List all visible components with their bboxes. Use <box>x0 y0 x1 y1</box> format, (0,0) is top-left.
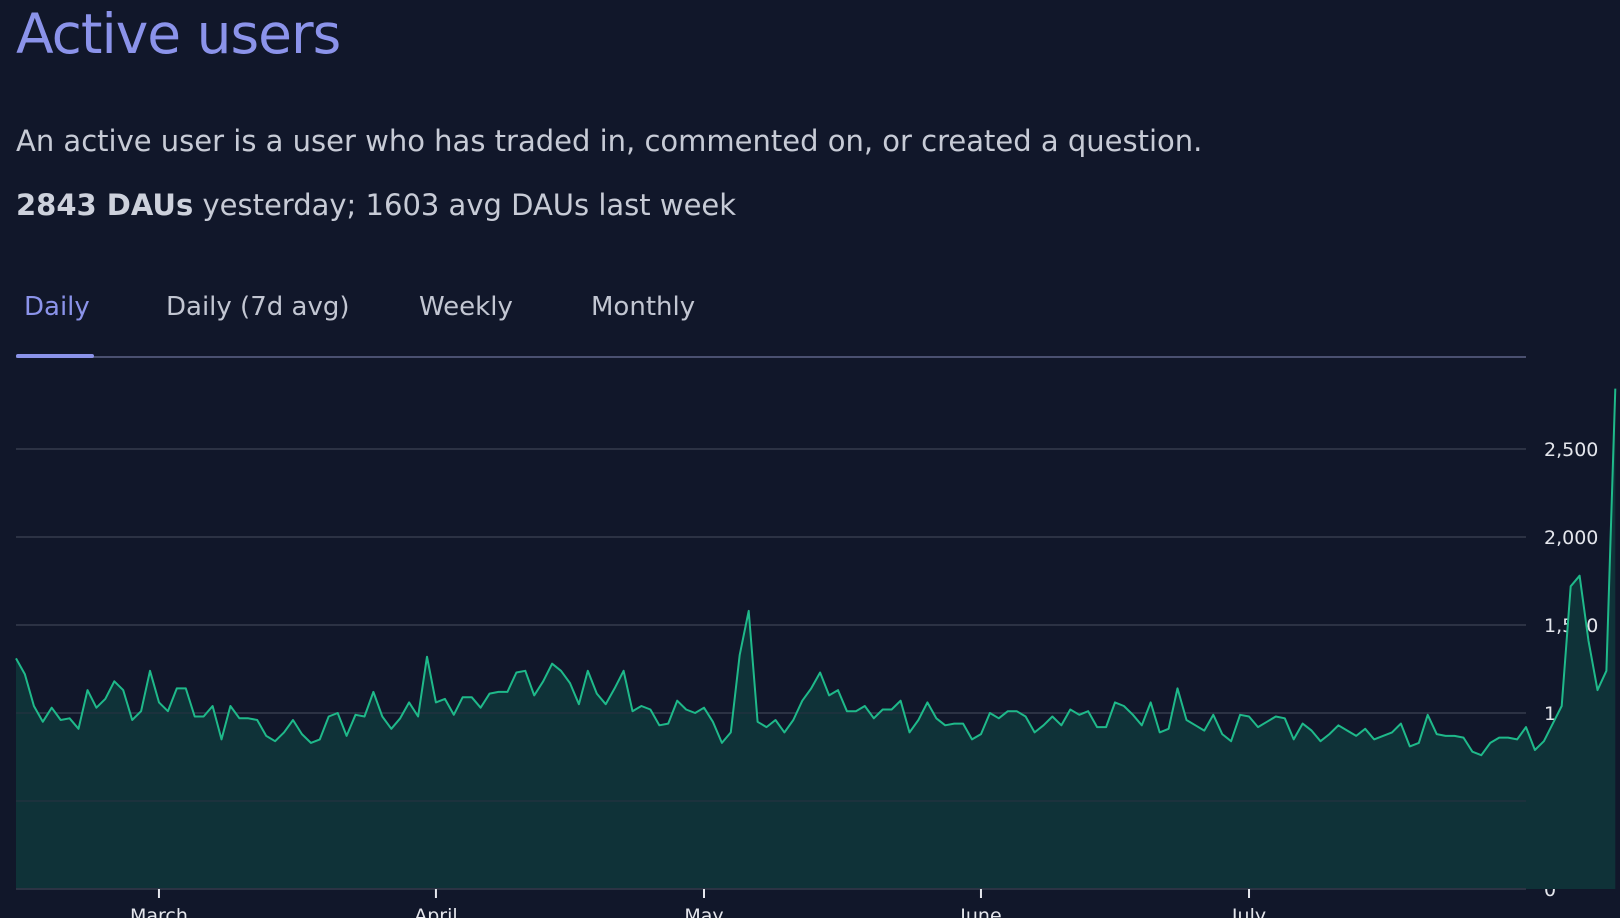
x-tick-label: June <box>959 905 1001 918</box>
dau-stats: 2843 DAUs yesterday; 1603 avg DAUs last … <box>16 188 736 222</box>
y-tick-label: 2,500 <box>1544 439 1598 461</box>
active-tab-indicator <box>16 354 94 358</box>
tab-daily-7d-avg[interactable]: Daily (7d avg) <box>166 292 350 322</box>
tab-weekly[interactable]: Weekly <box>419 292 513 322</box>
series-line <box>15 388 1617 757</box>
x-tick-label: March <box>130 905 188 918</box>
tab-monthly[interactable]: Monthly <box>591 292 696 322</box>
series-area <box>16 388 1616 889</box>
dau-yesterday: 2843 DAUs <box>16 188 194 222</box>
x-tick-label: April <box>414 905 457 918</box>
active-users-chart: 05001,0001,5002,0002,500MarchAprilMayJun… <box>15 388 1617 918</box>
page-description: An active user is a user who has traded … <box>16 124 1203 158</box>
page-title: Active users <box>16 2 341 66</box>
tab-daily[interactable]: Daily <box>24 292 90 322</box>
y-tick-label: 2,000 <box>1544 527 1598 549</box>
period-tabs: Daily Daily (7d avg) Weekly Monthly <box>16 280 1526 358</box>
dau-week-avg: yesterday; 1603 avg DAUs last week <box>193 188 737 222</box>
x-tick-label: May <box>684 905 723 918</box>
x-tick-label: July <box>1231 905 1266 918</box>
